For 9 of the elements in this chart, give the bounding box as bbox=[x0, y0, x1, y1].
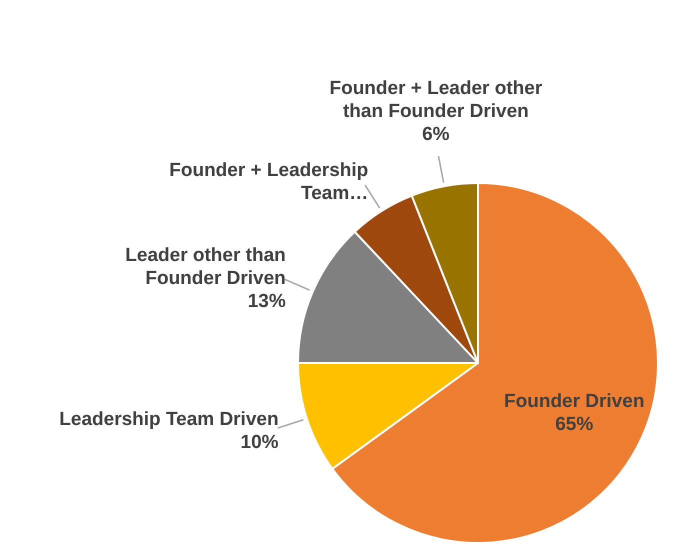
slice-label: Founder + Leader other than Founder Driven bbox=[329, 78, 543, 122]
data-label: 13% bbox=[248, 290, 286, 312]
slice-label: Leadership Team Driven bbox=[59, 408, 279, 430]
slice-label: Founder Driven bbox=[504, 391, 644, 412]
data-label: 10% bbox=[240, 432, 279, 453]
data-label: 65% bbox=[555, 414, 594, 436]
slice-label: Founder + Leadership Team… bbox=[169, 160, 368, 204]
data-label: 6% bbox=[422, 124, 450, 145]
slice-label: Leader other than Founder Driven bbox=[125, 244, 286, 289]
